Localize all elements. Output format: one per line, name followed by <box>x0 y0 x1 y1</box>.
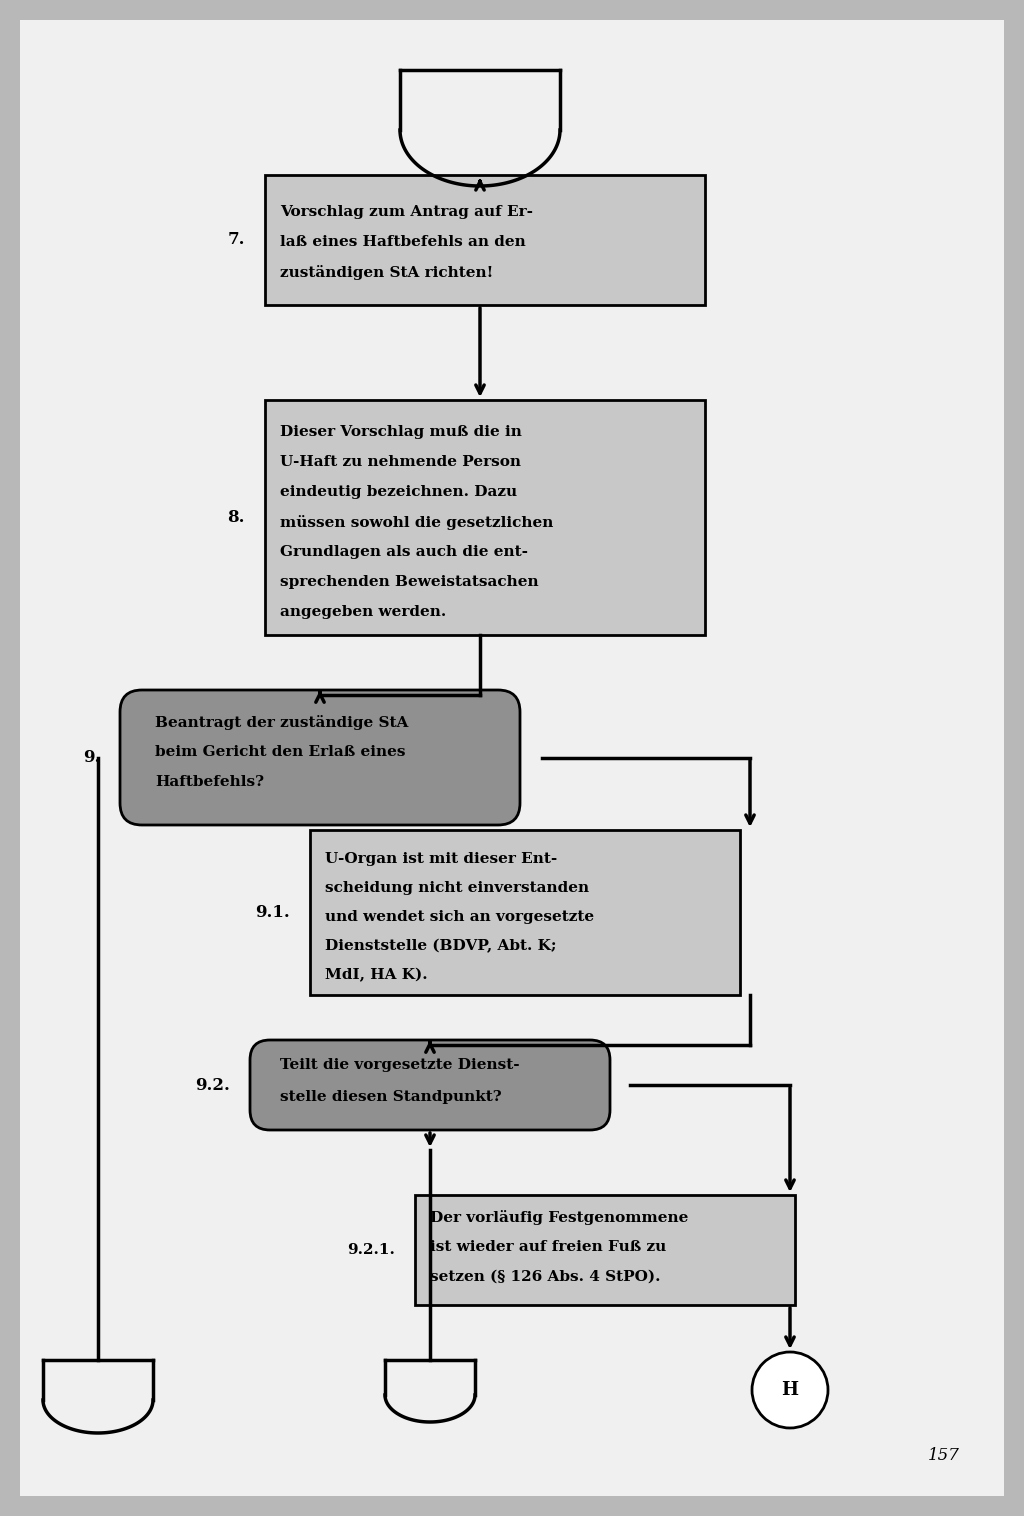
Text: 9.2.: 9.2. <box>196 1076 230 1093</box>
Text: 9.2.1.: 9.2.1. <box>347 1243 395 1257</box>
Bar <box>310 829 740 994</box>
Text: Teilt die vorgesetzte Dienst-: Teilt die vorgesetzte Dienst- <box>280 1058 519 1072</box>
Text: MdI, HA K).: MdI, HA K). <box>325 969 428 982</box>
Text: zuständigen StA richten!: zuständigen StA richten! <box>280 265 494 280</box>
Bar <box>415 1195 795 1305</box>
Text: angegeben werden.: angegeben werden. <box>280 605 446 619</box>
Text: 7.: 7. <box>227 232 245 249</box>
Text: Vorschlag zum Antrag auf Er-: Vorschlag zum Antrag auf Er- <box>280 205 534 218</box>
Text: und wendet sich an vorgesetzte: und wendet sich an vorgesetzte <box>325 910 594 923</box>
Text: eindeutig bezeichnen. Dazu: eindeutig bezeichnen. Dazu <box>280 485 517 499</box>
Text: müssen sowohl die gesetzlichen: müssen sowohl die gesetzlichen <box>280 515 553 531</box>
FancyBboxPatch shape <box>120 690 520 825</box>
Text: U-Organ ist mit dieser Ent-: U-Organ ist mit dieser Ent- <box>325 852 557 866</box>
Text: scheidung nicht einverstanden: scheidung nicht einverstanden <box>325 881 589 894</box>
Text: H: H <box>781 1381 799 1399</box>
Bar <box>265 174 705 305</box>
Text: ist wieder auf freien Fuß zu: ist wieder auf freien Fuß zu <box>430 1240 667 1254</box>
Text: setzen (§ 126 Abs. 4 StPO).: setzen (§ 126 Abs. 4 StPO). <box>430 1270 660 1284</box>
Text: Der vorläufig Festgenommene: Der vorläufig Festgenommene <box>430 1210 688 1225</box>
Text: beim Gericht den Erlaß eines: beim Gericht den Erlaß eines <box>155 744 406 760</box>
Text: 9.: 9. <box>83 749 100 766</box>
Text: 9.1.: 9.1. <box>255 904 290 922</box>
Text: Dieser Vorschlag muß die in: Dieser Vorschlag muß die in <box>280 424 522 440</box>
Bar <box>265 400 705 635</box>
Text: 8.: 8. <box>227 509 245 526</box>
Text: Grundlagen als auch die ent-: Grundlagen als auch die ent- <box>280 544 528 559</box>
Text: stelle diesen Standpunkt?: stelle diesen Standpunkt? <box>280 1090 502 1104</box>
Text: sprechenden Beweistatsachen: sprechenden Beweistatsachen <box>280 575 539 590</box>
Text: Haftbefehls?: Haftbefehls? <box>155 775 264 788</box>
Circle shape <box>752 1352 828 1428</box>
Text: U-Haft zu nehmende Person: U-Haft zu nehmende Person <box>280 455 521 468</box>
Text: laß eines Haftbefehls an den: laß eines Haftbefehls an den <box>280 235 525 249</box>
Text: Dienststelle (BDVP, Abt. K;: Dienststelle (BDVP, Abt. K; <box>325 938 556 954</box>
Text: Beantragt der zuständige StA: Beantragt der zuständige StA <box>155 716 409 731</box>
FancyBboxPatch shape <box>250 1040 610 1129</box>
Text: 157: 157 <box>928 1448 959 1464</box>
